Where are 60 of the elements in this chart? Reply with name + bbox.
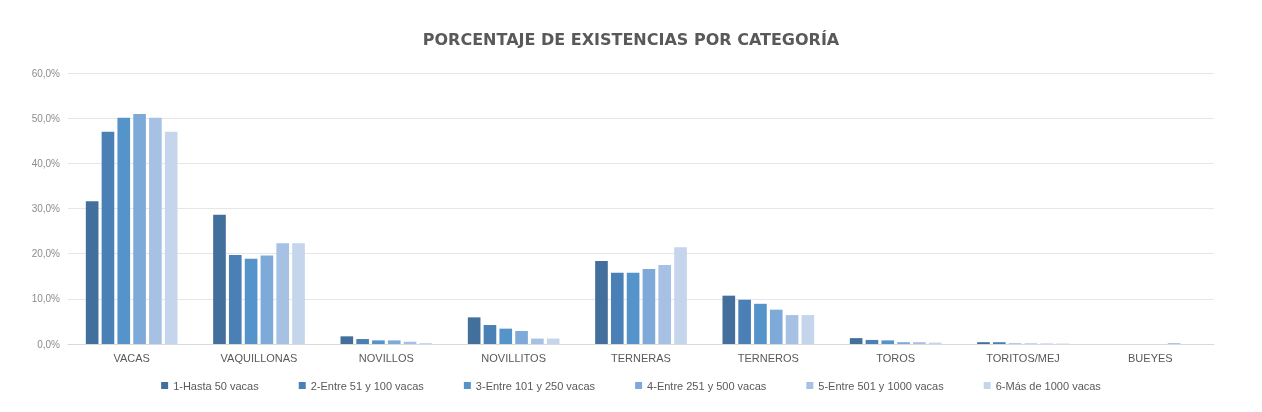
chart-title: PORCENTAJE DE EXISTENCIAS POR CATEGORÍA: [422, 29, 840, 49]
bar: [722, 295, 736, 344]
bar: [149, 117, 162, 344]
y-tick-label: 40,0%: [31, 157, 61, 169]
legend-label: 6-Más de 1000 vacas: [995, 379, 1102, 392]
bar: [674, 247, 687, 344]
x-tick-label: TORITOS/MEJ: [986, 351, 1060, 364]
bar: [228, 255, 242, 344]
legend-label: 5-Entre 501 y 1000 vacas: [818, 379, 945, 392]
x-tick-label: BUEYES: [1128, 351, 1173, 364]
legend-label: 3-Entre 101 y 250 vacas: [475, 379, 596, 392]
bar: [595, 260, 608, 344]
legend-label: 4-Entre 251 y 500 vacas: [647, 379, 767, 392]
bar: [865, 339, 879, 344]
bar: [658, 264, 672, 344]
bar: [213, 214, 226, 344]
x-tick-label: TOROS: [876, 351, 916, 364]
bar: [785, 315, 799, 344]
bar: [85, 201, 99, 344]
y-tick-label: 60,0%: [31, 67, 61, 79]
bar: [244, 258, 258, 344]
bar: [849, 338, 863, 344]
bar: [801, 315, 815, 344]
bar: [133, 114, 146, 344]
bar: [499, 328, 513, 344]
bar: [483, 325, 497, 344]
bar: [515, 330, 528, 344]
x-tick-label: NOVILLOS: [358, 351, 414, 364]
bar: [754, 303, 767, 344]
x-tick-label: VACAS: [113, 351, 150, 364]
bar: [610, 272, 624, 344]
x-tick-label: VAQUILLONAS: [220, 351, 298, 364]
bar: [546, 338, 560, 344]
bar: [340, 336, 354, 344]
y-tick-label: 30,0%: [31, 203, 61, 214]
bar: [626, 272, 640, 344]
bar: [372, 340, 385, 344]
legend-label: 2-Entre 51 y 100 vacas: [310, 379, 425, 392]
bar: [101, 131, 115, 344]
bar: [387, 340, 401, 344]
bar: [738, 299, 751, 344]
bar: [642, 269, 656, 344]
x-tick-label: NOVILLITOS: [481, 351, 546, 364]
bar: [164, 131, 178, 344]
y-tick-label: 10,0%: [31, 293, 61, 305]
y-tick-label: 20,0%: [31, 248, 61, 260]
bar: [881, 340, 895, 344]
y-tick-label: 0,0%: [37, 338, 61, 350]
bar: [769, 309, 783, 344]
bar: [356, 339, 369, 344]
bar: [292, 243, 305, 344]
x-tick-label: TERNEROS: [737, 351, 799, 364]
bar: [260, 255, 274, 344]
legend-label: 1-Hasta 50 vacas: [173, 379, 260, 392]
bar: [531, 338, 544, 344]
bar: [276, 243, 290, 344]
bar: [467, 317, 481, 344]
y-tick-label: 50,0%: [31, 112, 61, 124]
x-tick-label: TERNERAS: [611, 351, 671, 364]
bar: [117, 117, 131, 344]
